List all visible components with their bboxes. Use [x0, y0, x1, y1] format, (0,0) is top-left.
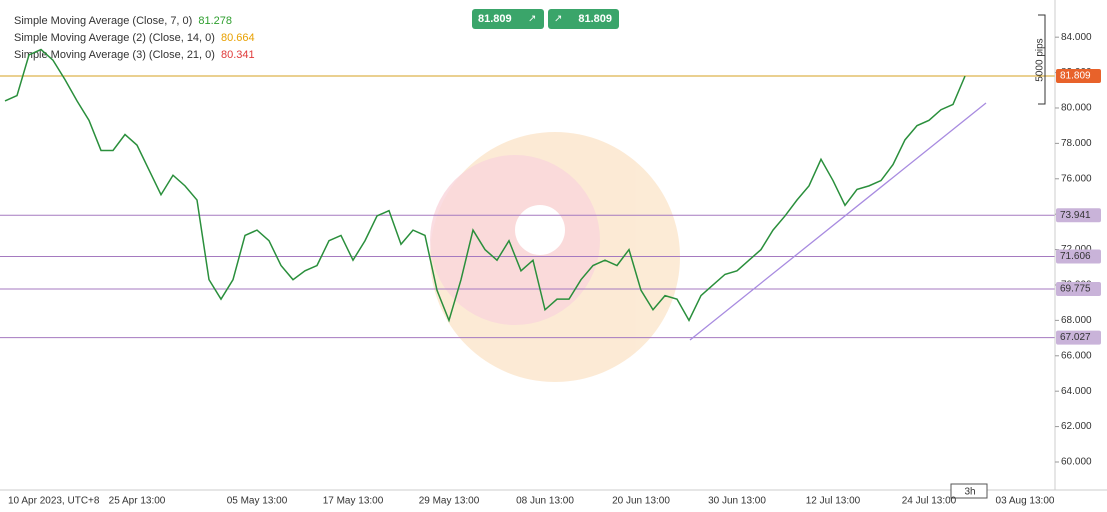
level-label: 71.606	[1060, 251, 1091, 262]
legend-value: 80.341	[221, 49, 255, 61]
y-tick-label: 62.000	[1061, 421, 1092, 432]
legend-name: Simple Moving Average (2) (Close, 14, 0)	[14, 32, 215, 44]
sell-button[interactable]: 81.809	[478, 13, 512, 25]
legend-name: Simple Moving Average (3) (Close, 21, 0)	[14, 49, 215, 61]
trend-line	[689, 102, 987, 341]
x-tick-label: 17 May 13:00	[323, 496, 384, 507]
x-tick-label: 03 Aug 13:00	[996, 496, 1055, 507]
level-label: 69.775	[1060, 284, 1091, 295]
y-tick-label: 80.000	[1061, 103, 1092, 114]
x-tick-label: 12 Jul 13:00	[806, 496, 861, 507]
level-badge	[1056, 281, 1101, 296]
y-tick-label: 60.000	[1061, 457, 1092, 468]
y-tick-label: 64.000	[1061, 386, 1092, 397]
price-series	[4, 48, 966, 323]
price-badge	[1056, 68, 1101, 83]
sell-arrow: ↗	[528, 14, 536, 25]
x-tick-label: 30 Jun 13:00	[708, 496, 766, 507]
x-tick-label: 20 Jun 13:00	[612, 496, 670, 507]
range-label: 5000 pips	[1035, 38, 1046, 81]
timeframe-box[interactable]	[950, 483, 988, 499]
legend-value: 80.664	[221, 32, 255, 44]
buy-button[interactable]: 81.809	[578, 13, 612, 25]
x-tick-label: 29 May 13:00	[419, 496, 480, 507]
y-tick-label: 76.000	[1061, 173, 1092, 184]
x-tick-label: 05 May 13:00	[227, 496, 288, 507]
level-badge	[1056, 208, 1101, 223]
level-label: 73.941	[1060, 210, 1091, 221]
buy-button-bg[interactable]	[548, 9, 619, 29]
level-label: 67.027	[1060, 332, 1091, 343]
x-tick-label: 25 Apr 13:00	[109, 496, 166, 507]
level-badge	[1056, 330, 1101, 345]
level-badge	[1056, 249, 1101, 264]
buy-arrow: ↗	[554, 14, 562, 25]
x-tick-label: 10 Apr 2023, UTC+8	[8, 496, 100, 507]
price-label: 81.809	[1060, 71, 1091, 82]
y-tick-label: 66.000	[1061, 350, 1092, 361]
range-bracket	[1038, 14, 1046, 105]
y-tick-label: 68.000	[1061, 315, 1092, 326]
y-tick-label: 78.000	[1061, 138, 1092, 149]
legend: Simple Moving Average (Close, 7, 0) 81.27…	[14, 15, 255, 61]
x-tick-label: 08 Jun 13:00	[516, 496, 574, 507]
legend-value: 81.278	[198, 15, 232, 27]
x-tick-label: 24 Jul 13:00	[902, 496, 957, 507]
y-tick-label: 84.000	[1061, 32, 1092, 43]
sell-button-bg[interactable]	[472, 9, 544, 29]
timeframe[interactable]: 3h	[964, 487, 975, 498]
legend-name: Simple Moving Average (Close, 7, 0)	[14, 15, 192, 27]
top-buttons: 81.809 ↗ ↗ 81.809	[472, 9, 619, 29]
